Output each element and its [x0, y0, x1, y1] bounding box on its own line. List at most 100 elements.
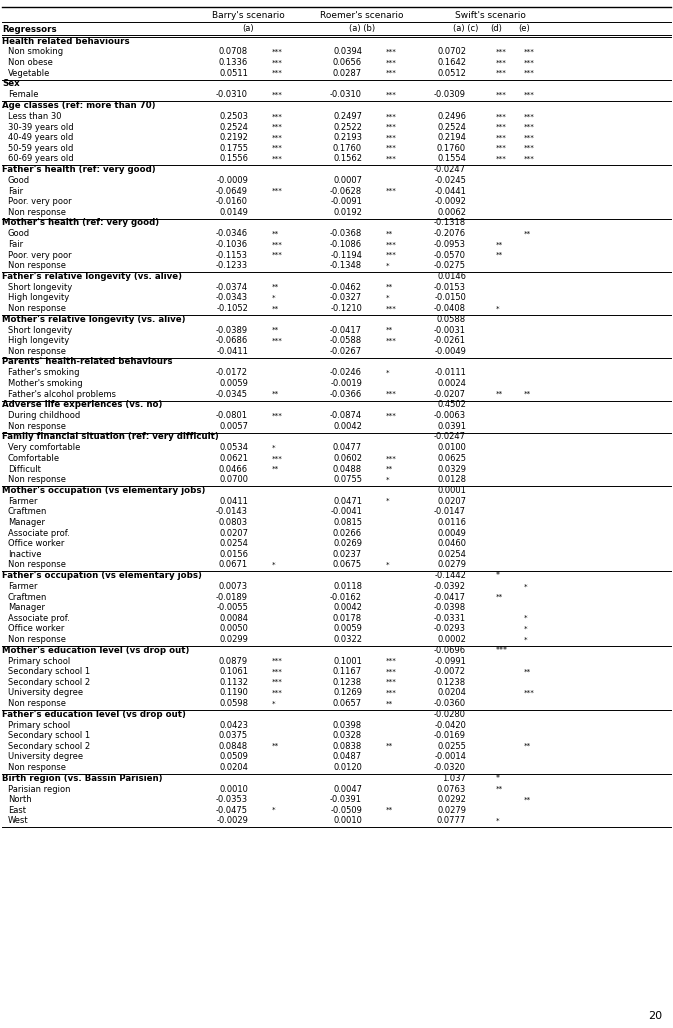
- Text: -0.0162: -0.0162: [330, 592, 362, 601]
- Text: 30-39 years old: 30-39 years old: [8, 122, 73, 132]
- Text: 0.0534: 0.0534: [219, 443, 248, 452]
- Text: 0.0509: 0.0509: [219, 752, 248, 762]
- Text: 0.1760: 0.1760: [333, 144, 362, 153]
- Text: ***: ***: [386, 337, 397, 343]
- Text: -0.1233: -0.1233: [216, 261, 248, 270]
- Text: Regressors: Regressors: [2, 25, 57, 34]
- Text: *: *: [524, 584, 528, 589]
- Text: Associate prof.: Associate prof.: [8, 614, 70, 623]
- Text: 0.0010: 0.0010: [219, 784, 248, 794]
- Text: Mother's health (ref: very good): Mother's health (ref: very good): [2, 218, 159, 227]
- Text: -0.0686: -0.0686: [216, 336, 248, 345]
- Text: ***: ***: [386, 658, 397, 664]
- Text: Mother's smoking: Mother's smoking: [8, 379, 83, 388]
- Text: Parisian region: Parisian region: [8, 784, 71, 794]
- Text: High longevity: High longevity: [8, 336, 69, 345]
- Text: During childhood: During childhood: [8, 411, 80, 420]
- Text: 0.0460: 0.0460: [437, 539, 466, 548]
- Text: ***: ***: [496, 91, 507, 98]
- Text: Roemer's scenario: Roemer's scenario: [320, 10, 404, 20]
- Text: -0.0411: -0.0411: [216, 346, 248, 356]
- Text: Primary school: Primary school: [8, 721, 70, 730]
- Text: **: **: [496, 786, 503, 792]
- Text: -0.0111: -0.0111: [434, 368, 466, 377]
- Text: Poor. very poor: Poor. very poor: [8, 197, 71, 206]
- Text: -0.1153: -0.1153: [216, 251, 248, 259]
- Text: -0.0628: -0.0628: [330, 186, 362, 195]
- Text: **: **: [524, 743, 531, 749]
- Text: 0.0084: 0.0084: [219, 614, 248, 623]
- Text: -0.2076: -0.2076: [434, 229, 466, 238]
- Text: -0.0153: -0.0153: [434, 283, 466, 292]
- Text: 0.0487: 0.0487: [333, 752, 362, 762]
- Text: ***: ***: [386, 49, 397, 56]
- Text: **: **: [524, 797, 531, 803]
- Text: 0.0471: 0.0471: [333, 497, 362, 506]
- Text: 0.0204: 0.0204: [219, 763, 248, 772]
- Text: 0.0010: 0.0010: [333, 816, 362, 825]
- Text: *: *: [386, 561, 390, 567]
- Text: Father's alcohol problems: Father's alcohol problems: [8, 390, 116, 399]
- Text: Short longevity: Short longevity: [8, 326, 72, 334]
- Text: Farmer: Farmer: [8, 582, 38, 591]
- Text: **: **: [272, 231, 279, 236]
- Text: ***: ***: [272, 242, 283, 248]
- Text: ***: ***: [524, 124, 535, 130]
- Text: -0.0072: -0.0072: [434, 667, 466, 676]
- Text: 0.0656: 0.0656: [333, 59, 362, 67]
- Text: Health related behaviours: Health related behaviours: [2, 37, 130, 45]
- Text: *: *: [272, 561, 276, 567]
- Text: ***: ***: [272, 60, 283, 66]
- Text: -0.0320: -0.0320: [434, 763, 466, 772]
- Text: 0.2193: 0.2193: [333, 133, 362, 142]
- Text: *: *: [272, 445, 276, 451]
- Text: -0.0280: -0.0280: [434, 709, 466, 719]
- Text: **: **: [524, 231, 531, 236]
- Text: -0.0417: -0.0417: [434, 592, 466, 601]
- Text: 0.0879: 0.0879: [219, 657, 248, 665]
- Text: (a): (a): [242, 25, 254, 34]
- Text: -0.1086: -0.1086: [330, 240, 362, 249]
- Text: 0.0007: 0.0007: [333, 176, 362, 185]
- Text: 0.0120: 0.0120: [333, 763, 362, 772]
- Text: 0.1556: 0.1556: [219, 154, 248, 163]
- Text: ***: ***: [386, 188, 397, 194]
- Text: 60-69 years old: 60-69 years old: [8, 154, 73, 163]
- Text: ***: ***: [272, 156, 283, 161]
- Text: **: **: [496, 391, 503, 397]
- Text: 0.0625: 0.0625: [437, 454, 466, 463]
- Text: ***: ***: [386, 156, 397, 161]
- Text: 0.0149: 0.0149: [219, 208, 248, 217]
- Text: 1.037: 1.037: [442, 773, 466, 782]
- Text: Less than 30: Less than 30: [8, 112, 61, 121]
- Text: 0.0266: 0.0266: [333, 528, 362, 538]
- Text: 0.0329: 0.0329: [437, 465, 466, 474]
- Text: ***: ***: [524, 113, 535, 119]
- Text: 0.0322: 0.0322: [333, 635, 362, 644]
- Text: -0.0309: -0.0309: [434, 90, 466, 100]
- Text: 0.0466: 0.0466: [219, 465, 248, 474]
- Text: -0.0147: -0.0147: [434, 507, 466, 516]
- Text: (d): (d): [490, 25, 502, 34]
- Text: North: North: [8, 795, 32, 804]
- Text: *: *: [272, 700, 276, 706]
- Text: 0.0671: 0.0671: [219, 560, 248, 570]
- Text: -0.0649: -0.0649: [216, 186, 248, 195]
- Text: ***: ***: [524, 49, 535, 56]
- Text: ***: ***: [496, 124, 507, 130]
- Text: -0.1036: -0.1036: [216, 240, 248, 249]
- Text: Non response: Non response: [8, 421, 66, 431]
- Text: 0.1061: 0.1061: [219, 667, 248, 676]
- Text: University degree: University degree: [8, 689, 83, 697]
- Text: Good: Good: [8, 176, 30, 185]
- Text: ***: ***: [386, 60, 397, 66]
- Text: -0.0275: -0.0275: [434, 261, 466, 270]
- Text: 0.0803: 0.0803: [219, 518, 248, 527]
- Text: -0.0353: -0.0353: [216, 795, 248, 804]
- Text: *: *: [496, 305, 499, 311]
- Text: 0.1238: 0.1238: [333, 677, 362, 687]
- Text: -0.0389: -0.0389: [216, 326, 248, 334]
- Text: ***: ***: [496, 135, 507, 141]
- Text: Father's relative longevity (vs. alive): Father's relative longevity (vs. alive): [2, 271, 182, 281]
- Text: ***: ***: [386, 70, 397, 76]
